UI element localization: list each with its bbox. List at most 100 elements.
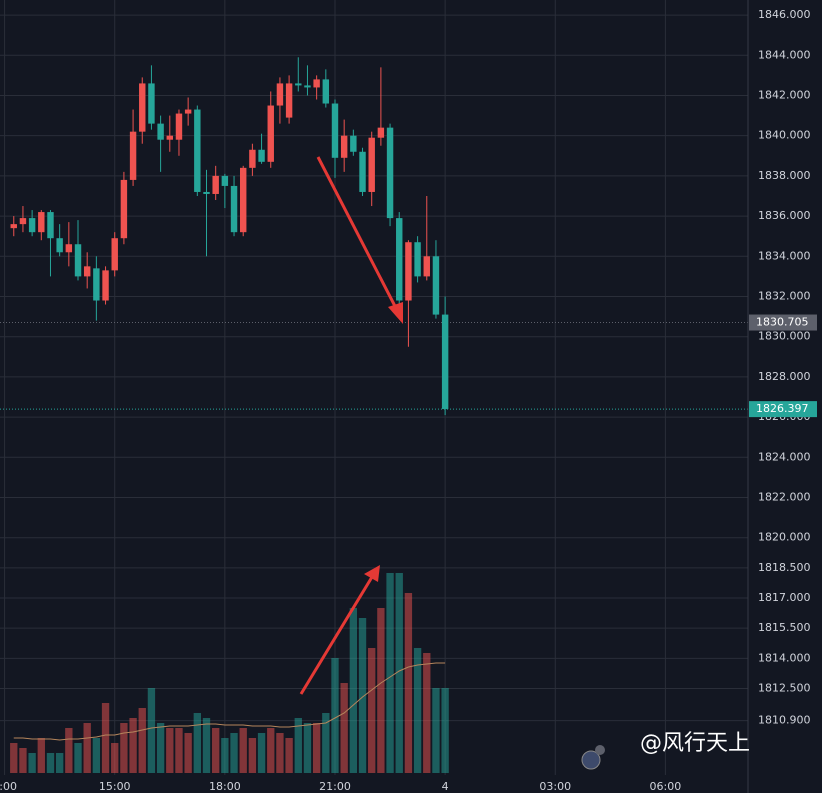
candle-body bbox=[432, 256, 440, 315]
volume-bar bbox=[303, 723, 312, 773]
candle-body bbox=[258, 149, 265, 162]
volume-bar bbox=[404, 593, 413, 773]
candle-body bbox=[377, 127, 385, 138]
volume-bar bbox=[101, 703, 110, 773]
y-tick-label: 1818.500 bbox=[758, 561, 811, 574]
volume-bar bbox=[294, 718, 302, 773]
x-tick-label: 06:00 bbox=[650, 780, 682, 793]
candle-body bbox=[93, 268, 100, 301]
candle-body bbox=[65, 244, 73, 253]
candle-body bbox=[129, 131, 137, 180]
x-tick-label: 4 bbox=[442, 780, 449, 793]
volume-bar bbox=[312, 723, 321, 773]
candle-body bbox=[267, 105, 274, 162]
volume-ma bbox=[13, 662, 446, 741]
x-tick-label: 21:00 bbox=[319, 780, 351, 793]
candle-body bbox=[74, 244, 82, 277]
candle-body bbox=[423, 256, 430, 277]
y-tick-label: 1846.000 bbox=[758, 8, 811, 21]
volume-bar bbox=[239, 728, 247, 773]
volume-bar bbox=[368, 648, 376, 773]
volume-bar bbox=[331, 658, 339, 773]
candle-body bbox=[221, 175, 229, 186]
candle-body bbox=[19, 218, 27, 225]
volume-bar bbox=[83, 723, 91, 773]
candle-body bbox=[175, 113, 183, 140]
grid bbox=[0, 0, 748, 775]
y-tick-label: 1824.000 bbox=[758, 450, 811, 463]
candle-body bbox=[212, 175, 219, 194]
arrow-down bbox=[316, 156, 400, 313]
y-tick-label: 1836.000 bbox=[758, 209, 811, 222]
candle-body bbox=[38, 212, 45, 233]
price-tag-label: 1830.705 bbox=[756, 316, 809, 329]
volume-bar bbox=[423, 653, 431, 773]
y-tick-label: 1820.000 bbox=[758, 531, 811, 544]
x-tick-label: 03:00 bbox=[539, 780, 571, 793]
volume-bar bbox=[267, 728, 275, 773]
y-tick-label: 1810.900 bbox=[758, 714, 811, 727]
candle-body bbox=[139, 83, 146, 132]
volume-bar bbox=[175, 728, 183, 773]
candle-body bbox=[249, 149, 256, 168]
volume-bar bbox=[28, 753, 36, 773]
volume-bar bbox=[92, 738, 101, 773]
volume-bar bbox=[166, 728, 174, 773]
candle-body bbox=[359, 151, 366, 192]
price-tag bbox=[749, 401, 817, 418]
volume-bar bbox=[147, 688, 156, 773]
y-tick-label: 1814.000 bbox=[758, 651, 811, 664]
volume-bar bbox=[212, 728, 220, 773]
candle-body bbox=[56, 238, 63, 253]
candle-body bbox=[203, 191, 210, 194]
volume-bar bbox=[349, 608, 358, 773]
candle-body bbox=[28, 218, 36, 233]
candle-body bbox=[240, 167, 247, 233]
arrow-head bbox=[364, 565, 380, 582]
y-tick-label: 1828.000 bbox=[758, 370, 811, 383]
volume-bar bbox=[248, 738, 257, 773]
arrow-head bbox=[388, 302, 403, 324]
x-tick-label: 15:00 bbox=[99, 780, 131, 793]
y-tick-label: 1838.000 bbox=[758, 169, 811, 182]
candle-body bbox=[304, 85, 311, 88]
badge bbox=[595, 745, 605, 755]
candle-body bbox=[340, 135, 348, 158]
candle-body bbox=[414, 242, 421, 277]
volume-bar bbox=[358, 618, 367, 773]
candle-body bbox=[230, 185, 238, 233]
y-tick-label: 1834.000 bbox=[758, 249, 811, 262]
candle-body bbox=[396, 218, 403, 301]
flag-icon bbox=[581, 750, 601, 770]
volume-bar bbox=[230, 733, 238, 773]
candle-body bbox=[47, 212, 54, 239]
volume-bar bbox=[184, 733, 192, 773]
y-tick-label: 1830.000 bbox=[758, 330, 811, 343]
y-tick-label: 1817.000 bbox=[758, 591, 811, 604]
y-tick-label: 1812.500 bbox=[758, 681, 811, 694]
price-axis: 1846.000 1844.000 1842.000 1840.000 1838.000… bbox=[0, 8, 817, 793]
volume-bar bbox=[65, 728, 73, 773]
candle-body bbox=[386, 127, 394, 219]
y-tick-label: 1822.000 bbox=[758, 491, 811, 504]
candle-body bbox=[276, 83, 284, 106]
volume-bar bbox=[138, 708, 146, 773]
candle-body bbox=[331, 103, 339, 158]
candle-body bbox=[295, 83, 302, 86]
volume-bar bbox=[55, 753, 64, 773]
price-tag bbox=[749, 314, 817, 331]
x-tick-label: 2:00 bbox=[0, 780, 17, 793]
volume-bar bbox=[156, 723, 165, 773]
y-tick-label: 1842.000 bbox=[758, 88, 811, 101]
volume-bar bbox=[413, 648, 422, 773]
volume-pane bbox=[10, 573, 449, 773]
volume-bar bbox=[285, 738, 293, 773]
arrow-up bbox=[299, 576, 374, 695]
volume-bar bbox=[377, 608, 385, 773]
candle-body bbox=[368, 137, 375, 192]
candle-body bbox=[194, 109, 201, 192]
annotations bbox=[299, 156, 403, 695]
volume-bar bbox=[257, 733, 266, 773]
volume-bar bbox=[441, 688, 449, 773]
